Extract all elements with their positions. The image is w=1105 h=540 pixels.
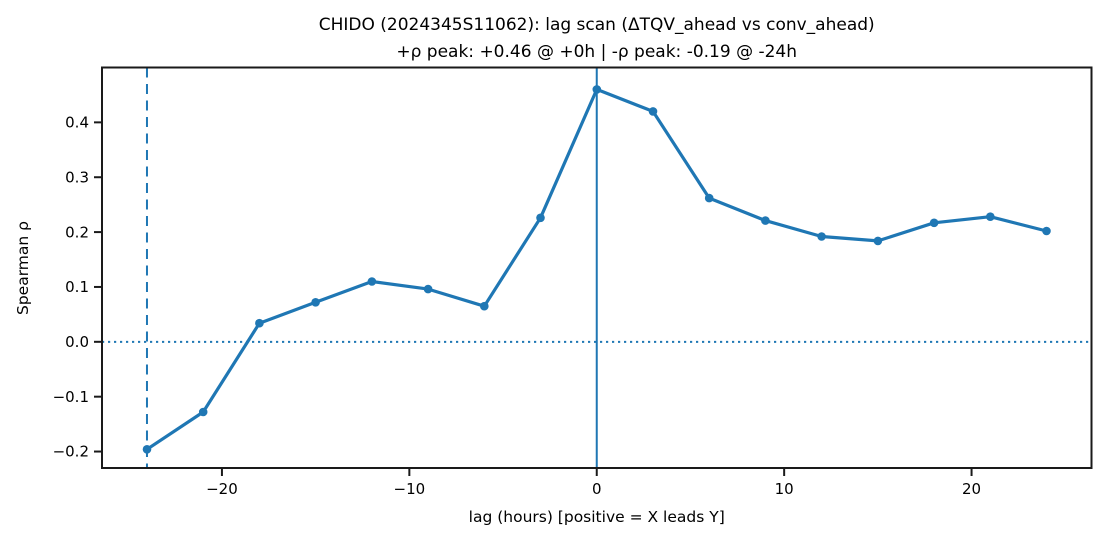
data-point xyxy=(761,216,770,225)
data-point xyxy=(704,193,714,203)
y-tick-label: 0.4 xyxy=(65,114,89,132)
x-tick-label: −10 xyxy=(394,480,426,498)
data-point xyxy=(929,218,939,228)
data-point xyxy=(311,298,320,307)
y-tick-label: 0.3 xyxy=(65,168,89,186)
x-tick-label: 10 xyxy=(775,480,794,498)
x-axis-label: lag (hours) [positive = X leads Y] xyxy=(469,508,725,526)
data-point xyxy=(198,407,208,417)
chart-subtitle: +ρ peak: +0.46 @ +0h | -ρ peak: -0.19 @ … xyxy=(396,42,797,62)
data-point xyxy=(480,301,489,311)
data-point xyxy=(367,277,377,286)
data-point xyxy=(986,212,995,221)
x-tick-label: 0 xyxy=(592,480,602,498)
data-point xyxy=(817,232,826,241)
data-point xyxy=(873,236,883,246)
y-axis-label: Spearman ρ xyxy=(14,221,32,315)
data-point xyxy=(592,85,602,94)
y-tick-label: −0.2 xyxy=(53,443,89,461)
y-tick-label: −0.1 xyxy=(53,388,89,406)
y-tick-label: 0.1 xyxy=(65,278,89,296)
data-point xyxy=(142,445,152,454)
data-point xyxy=(536,213,545,223)
x-tick-label: −20 xyxy=(206,480,238,498)
y-tick-label: 0.0 xyxy=(65,333,89,351)
y-tick-label: 0.2 xyxy=(65,223,89,241)
data-point xyxy=(423,284,433,294)
x-tick-label: 20 xyxy=(962,480,981,498)
data-point xyxy=(648,107,658,116)
data-point xyxy=(1042,226,1051,236)
plot-area: −20 −10 0 10 20 0.4 0.3 0.2 0.1 0.0 −0.1 −0.2 xyxy=(53,66,1093,498)
chart-title: CHIDO (2024345S11062): lag scan (ΔTQV_ah… xyxy=(319,15,875,35)
data-point xyxy=(255,318,264,328)
